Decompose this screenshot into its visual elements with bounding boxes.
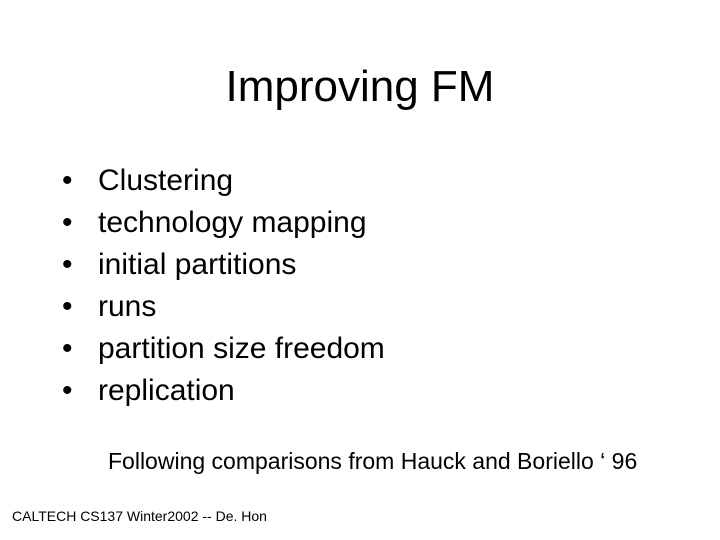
slide: Improving FM • Clustering • technology m… bbox=[0, 0, 720, 540]
bullet-text: replication bbox=[98, 370, 235, 412]
bullet-text: technology mapping bbox=[98, 202, 367, 244]
list-item: • runs bbox=[62, 286, 385, 328]
bullet-text: partition size freedom bbox=[98, 328, 385, 370]
bullet-marker: • bbox=[62, 370, 98, 412]
bullet-text: initial partitions bbox=[98, 244, 296, 286]
bullet-text: Clustering bbox=[98, 160, 233, 202]
bullet-marker: • bbox=[62, 244, 98, 286]
list-item: • replication bbox=[62, 370, 385, 412]
list-item: • initial partitions bbox=[62, 244, 385, 286]
footer-text: CALTECH CS137 Winter2002 -- De. Hon bbox=[12, 508, 267, 524]
slide-title: Improving FM bbox=[0, 62, 720, 112]
bullet-marker: • bbox=[62, 160, 98, 202]
list-item: • Clustering bbox=[62, 160, 385, 202]
subtext: Following comparisons from Hauck and Bor… bbox=[108, 448, 637, 475]
bullet-marker: • bbox=[62, 202, 98, 244]
bullet-marker: • bbox=[62, 286, 98, 328]
bullet-marker: • bbox=[62, 328, 98, 370]
list-item: • technology mapping bbox=[62, 202, 385, 244]
list-item: • partition size freedom bbox=[62, 328, 385, 370]
bullet-list: • Clustering • technology mapping • init… bbox=[62, 160, 385, 412]
bullet-text: runs bbox=[98, 286, 156, 328]
